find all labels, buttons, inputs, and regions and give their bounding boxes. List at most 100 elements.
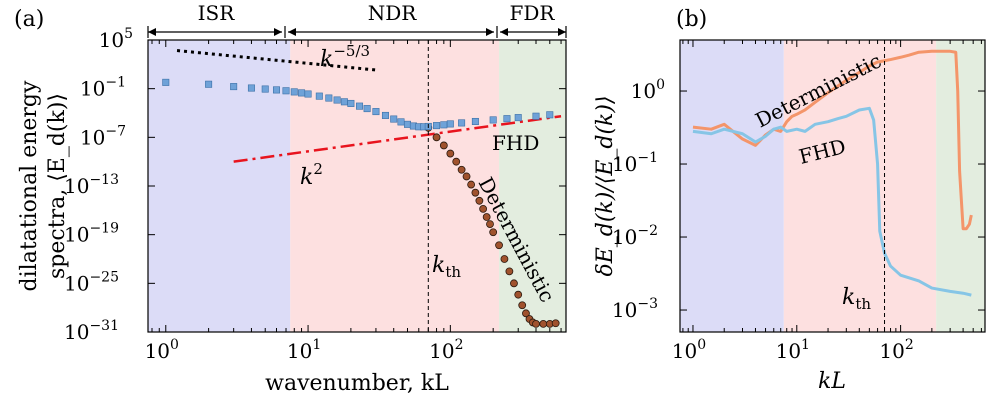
- slope-53-line: [176, 49, 377, 72]
- panel-a: 100 101 102 105 10−1 10−7 10−13 10−19 10−25 10−31…: [14, 1, 567, 396]
- fhd-point: [390, 115, 398, 123]
- fhd-point: [247, 84, 255, 92]
- region-brackets: [147, 26, 567, 38]
- panel-b-ylabel: δE_d(k)/⟨E_d(k)⟩: [593, 95, 618, 276]
- deterministic-point: [551, 319, 560, 328]
- fhd-point: [261, 85, 269, 93]
- slope-53-label: k−5/3: [320, 42, 370, 72]
- fhd-point: [304, 90, 312, 98]
- fhd-point: [440, 121, 448, 129]
- fhd-point: [372, 108, 380, 116]
- deterministic-point: [539, 319, 548, 328]
- fhd-point: [162, 78, 170, 86]
- panel-a-y-tick-label: 10−13: [64, 172, 119, 198]
- fhd-point: [298, 89, 306, 97]
- deterministic-point: [518, 301, 527, 310]
- panel-b-region-ndr: [783, 40, 937, 332]
- panel-a-ylabel-line1: dilatational energy: [17, 80, 42, 291]
- deterministic-point: [510, 279, 518, 288]
- deterministic-point: [482, 213, 491, 221]
- fhd-point: [356, 102, 364, 110]
- fhd-point: [333, 96, 341, 104]
- fhd-point: [325, 94, 333, 102]
- fhd-point: [282, 87, 290, 95]
- deterministic-point: [532, 319, 540, 328]
- slope-2-line: [233, 114, 562, 163]
- panel-b-regions: [680, 40, 985, 332]
- panel-a-region-isr: [148, 40, 291, 332]
- deterministic-point: [467, 180, 476, 189]
- kth-label-a: kth: [432, 253, 461, 281]
- deterministic-point: [475, 196, 484, 205]
- fhd-point: [503, 115, 511, 123]
- deterministic-point: [432, 133, 441, 142]
- panel-b-label: (b): [676, 7, 707, 32]
- panel-b-series: [692, 49, 973, 297]
- fhd-point: [272, 86, 280, 94]
- panel-b-x-tick-label: 100: [672, 337, 706, 363]
- panel-a-reference-lines: [176, 49, 562, 163]
- fhd-point: [315, 92, 323, 100]
- panel-a-y-tick-label: 10−7: [80, 123, 126, 149]
- panel-a-label: (a): [14, 7, 44, 32]
- fhd-point: [471, 117, 479, 125]
- region-label-fdr: FDR: [510, 1, 556, 25]
- deterministic-point: [462, 172, 471, 181]
- panel-a-ylabel-line2: spectra, ⟨E_d(k)⟩: [45, 93, 70, 279]
- fhd-point: [433, 122, 441, 130]
- kth-label-b: kth: [842, 285, 871, 313]
- deterministic-point: [505, 267, 514, 276]
- region-label-isr: ISR: [198, 1, 236, 25]
- panel-b-ticks: 100 101 102 100 10−1 10−2 10−3: [612, 40, 985, 363]
- deterministic-point: [479, 205, 488, 213]
- deterministic-point: [439, 141, 448, 150]
- panel-b-frame: [679, 39, 986, 333]
- fhd-point: [381, 111, 389, 119]
- fhd-point: [404, 120, 412, 128]
- panel-b-y-tick-label: 100: [631, 77, 665, 103]
- fhd-point: [489, 116, 497, 124]
- fhd-point: [340, 98, 348, 106]
- panel-b-region-isr: [680, 40, 784, 332]
- panel-a-xlabel: wavenumber, kL: [265, 371, 449, 396]
- panel-a-ticks: 100 101 102 105 10−1 10−7 10−13 10−19 10−25 10−31: [64, 26, 566, 363]
- fhd-point: [205, 80, 213, 88]
- panel-a-series: [162, 78, 560, 328]
- panel-a-y-tick-label: 10−31: [64, 318, 119, 344]
- fhd-point: [347, 99, 355, 107]
- bracket-arrowheads: [148, 28, 566, 36]
- panel-a-y-tick-label: 10−25: [64, 269, 119, 295]
- fhd-point: [230, 83, 238, 91]
- panel-b-y-tick-label: 10−1: [612, 150, 658, 176]
- fhd-point: [532, 112, 540, 120]
- deterministic-point: [471, 188, 480, 197]
- fhd-point: [446, 120, 454, 128]
- panel-a-x-tick-label: 102: [429, 337, 463, 363]
- slope-2-label: k2: [300, 160, 323, 190]
- fhd-point: [290, 88, 298, 96]
- panel-a-x-tick-label: 101: [287, 337, 321, 363]
- fhd-line: [692, 106, 972, 297]
- panel-b-x-tick-label: 102: [879, 337, 913, 363]
- panel-a-y-tick-label: 10−1: [80, 75, 126, 101]
- deterministic-point: [500, 255, 509, 263]
- fhd-point: [458, 119, 466, 127]
- fhd-point: [397, 118, 405, 126]
- deterministic-point: [495, 241, 503, 250]
- panel-b-y-tick-label: 10−2: [612, 223, 658, 249]
- panel-a-y-tick-label: 105: [99, 26, 133, 52]
- deterministic-point: [489, 228, 498, 237]
- deterministic-point: [457, 165, 466, 174]
- deterministic-point: [514, 290, 523, 299]
- fhd-point: [546, 111, 554, 119]
- panel-a-y-tick-label: 10−19: [64, 221, 119, 247]
- deterministic-point: [486, 220, 494, 229]
- region-label-ndr: NDR: [368, 1, 418, 25]
- deterministic-point: [452, 157, 461, 166]
- deterministic-point: [446, 149, 455, 158]
- panel-b-y-tick-label: 10−3: [612, 296, 658, 322]
- fhd-point: [514, 114, 522, 122]
- deterministic-point: [522, 309, 530, 318]
